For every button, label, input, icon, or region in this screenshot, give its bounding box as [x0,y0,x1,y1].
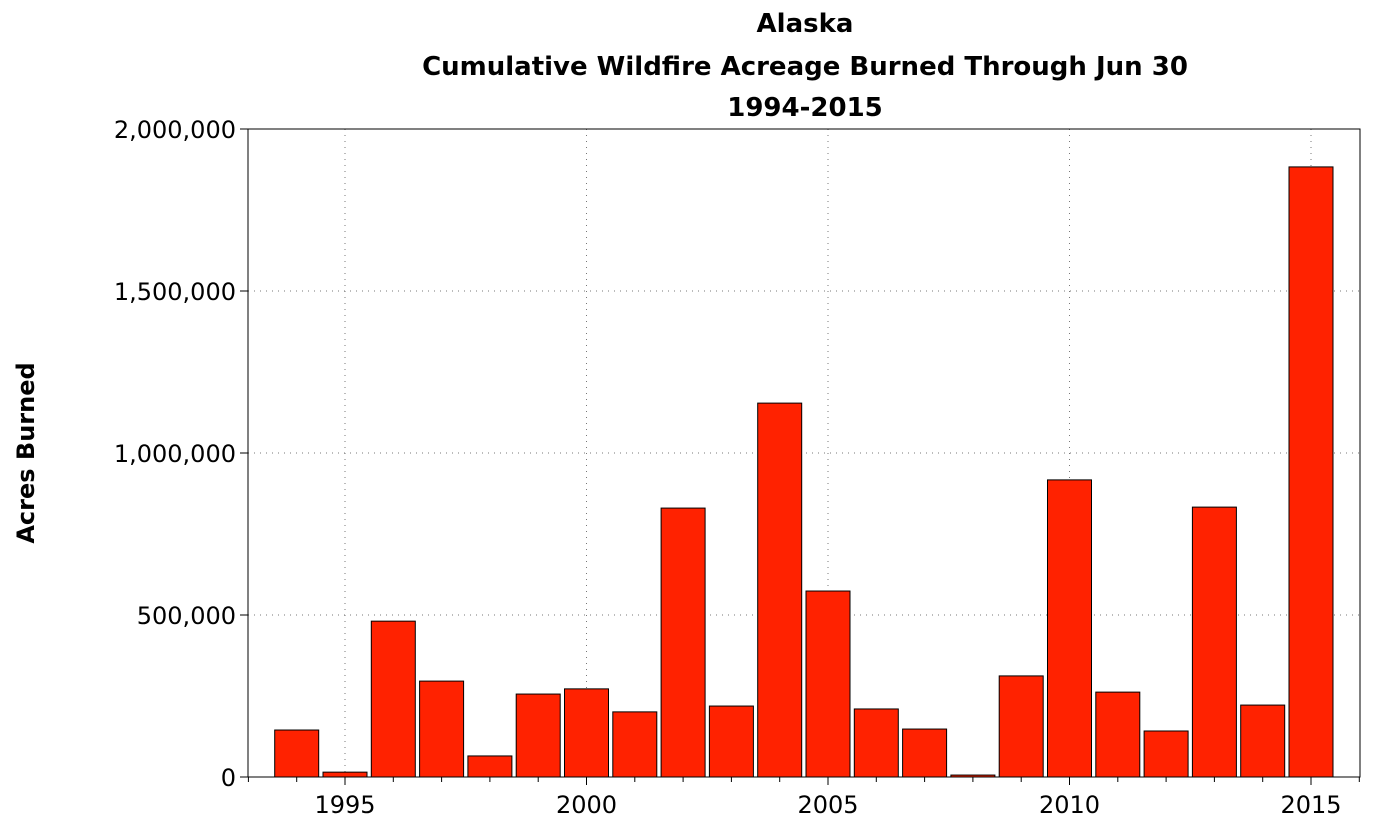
bar-1998 [467,755,513,778]
y-tick-label: 1,500,000 [114,278,236,306]
chart-title-line-2: Cumulative Wildfire Acreage Burned Throu… [422,52,1188,82]
bar-2002 [660,507,706,778]
x-tick-label: 1995 [314,791,375,819]
x-tick-label: 2010 [1039,791,1100,819]
bar-2010 [1047,479,1092,778]
y-axis-label: Acres Burned [12,362,40,543]
bar-2000 [564,688,609,778]
chart-title-line-1: Alaska [757,9,854,39]
y-tick-label: 2,000,000 [114,116,236,144]
bar-2015 [1288,166,1334,778]
y-tick-label: 0 [221,764,236,792]
bar-1995 [322,771,368,778]
chart-title-line-3: 1994-2015 [727,93,883,123]
bar-1997 [419,680,465,778]
bar-2014 [1240,704,1286,778]
y-tick-label: 1,000,000 [114,440,236,468]
bar-2012 [1143,730,1189,778]
bar-2001 [612,711,658,778]
bar-1994 [274,729,320,778]
bar-2004 [757,402,803,778]
bar-2007 [902,728,948,778]
bar-2009 [998,675,1044,778]
bar-1996 [370,620,416,778]
bar-2005 [805,590,851,778]
bar-2011 [1095,691,1141,778]
bar-2013 [1191,506,1237,778]
x-tick-label: 2000 [556,791,617,819]
x-tick-label: 2005 [797,791,858,819]
bar-2003 [708,705,754,778]
x-tick-label: 2015 [1280,791,1341,819]
x-axis: 1995 2000 2005 2010 2015 [247,777,1360,819]
bar-2006 [853,708,899,778]
y-axis: 0 500,000 1,000,000 1,500,000 2,000,000 [114,116,248,792]
y-tick-label: 500,000 [137,602,236,630]
bar-1999 [515,693,561,778]
bars [274,166,1334,778]
